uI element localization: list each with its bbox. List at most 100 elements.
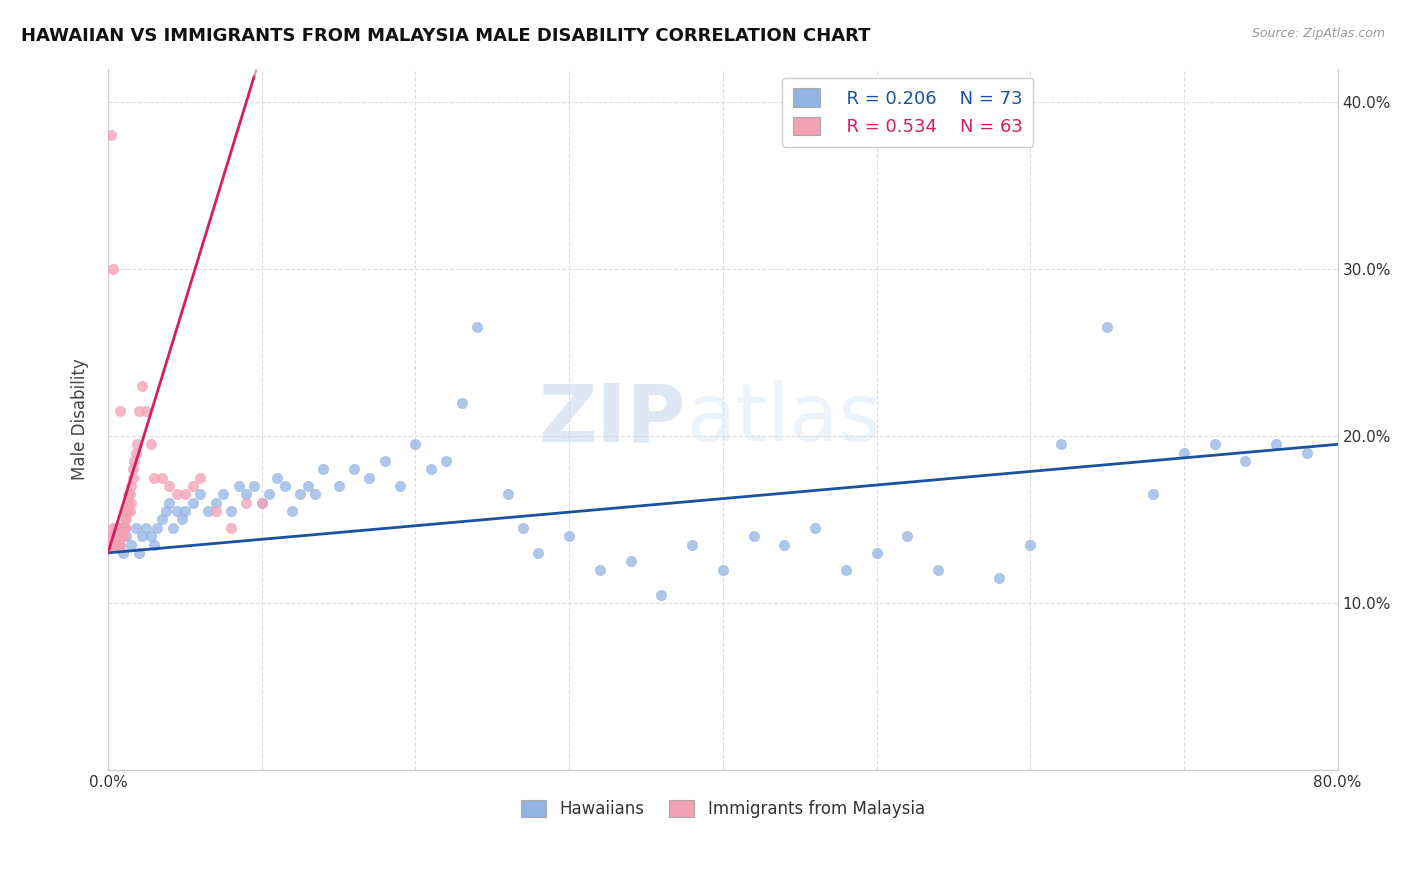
Point <box>103 529 125 543</box>
Point <box>150 471 173 485</box>
Point <box>166 504 188 518</box>
Legend: Hawaiians, Immigrants from Malaysia: Hawaiians, Immigrants from Malaysia <box>515 793 931 825</box>
Point <box>135 404 157 418</box>
Point <box>988 571 1011 585</box>
Point <box>105 521 128 535</box>
Point <box>359 471 381 485</box>
Point <box>434 454 457 468</box>
Point <box>188 471 211 485</box>
Point <box>450 395 472 409</box>
Point <box>121 462 143 476</box>
Text: atlas: atlas <box>686 380 880 458</box>
Point <box>804 521 827 535</box>
Point <box>170 512 193 526</box>
Y-axis label: Male Disability: Male Disability <box>72 359 89 480</box>
Point <box>104 521 127 535</box>
Point <box>1296 445 1319 459</box>
Point <box>204 496 226 510</box>
Point <box>115 504 138 518</box>
Point <box>1265 437 1288 451</box>
Point <box>250 496 273 510</box>
Point <box>219 521 242 535</box>
Point <box>343 462 366 476</box>
Point <box>773 537 796 551</box>
Point <box>117 487 139 501</box>
Point <box>235 496 257 510</box>
Point <box>389 479 412 493</box>
Point <box>166 487 188 501</box>
Point <box>124 521 146 535</box>
Point <box>115 504 138 518</box>
Point <box>139 437 162 451</box>
Point <box>927 563 949 577</box>
Point <box>419 462 441 476</box>
Point <box>496 487 519 501</box>
Point <box>197 504 219 518</box>
Point <box>1234 454 1257 468</box>
Point <box>105 537 128 551</box>
Point <box>122 454 145 468</box>
Point <box>131 529 153 543</box>
Point <box>204 504 226 518</box>
Point <box>219 504 242 518</box>
Point <box>742 529 765 543</box>
Point <box>124 445 146 459</box>
Point <box>110 529 132 543</box>
Point <box>114 521 136 535</box>
Point <box>181 479 204 493</box>
Point <box>146 521 169 535</box>
Point <box>127 437 149 451</box>
Point <box>110 521 132 535</box>
Point <box>865 546 887 560</box>
Point <box>105 529 128 543</box>
Point <box>112 521 135 535</box>
Point <box>135 521 157 535</box>
Point <box>110 521 132 535</box>
Point <box>111 521 134 535</box>
Point <box>117 504 139 518</box>
Point <box>107 537 129 551</box>
Point <box>115 512 138 526</box>
Point <box>103 537 125 551</box>
Point <box>121 471 143 485</box>
Point <box>139 529 162 543</box>
Text: Source: ZipAtlas.com: Source: ZipAtlas.com <box>1251 27 1385 40</box>
Point <box>112 529 135 543</box>
Point <box>150 512 173 526</box>
Point <box>120 496 142 510</box>
Point <box>281 504 304 518</box>
Point <box>1204 437 1226 451</box>
Point <box>155 504 177 518</box>
Point <box>111 529 134 543</box>
Point <box>188 487 211 501</box>
Point <box>118 487 141 501</box>
Point <box>235 487 257 501</box>
Point <box>118 504 141 518</box>
Point <box>112 529 135 543</box>
Point <box>112 546 135 560</box>
Point <box>681 537 703 551</box>
Point <box>250 496 273 510</box>
Point <box>104 529 127 543</box>
Point <box>1050 437 1073 451</box>
Point <box>101 262 124 277</box>
Point <box>110 537 132 551</box>
Point <box>128 404 150 418</box>
Point <box>110 529 132 543</box>
Point <box>117 496 139 510</box>
Point <box>259 487 281 501</box>
Point <box>527 546 550 560</box>
Point <box>101 521 124 535</box>
Point <box>120 537 142 551</box>
Point <box>114 512 136 526</box>
Point <box>128 546 150 560</box>
Point <box>558 529 581 543</box>
Point <box>328 479 350 493</box>
Point <box>1019 537 1042 551</box>
Point <box>100 128 122 143</box>
Point <box>115 529 138 543</box>
Point <box>312 462 335 476</box>
Point <box>131 379 153 393</box>
Point <box>589 563 612 577</box>
Point <box>1142 487 1164 501</box>
